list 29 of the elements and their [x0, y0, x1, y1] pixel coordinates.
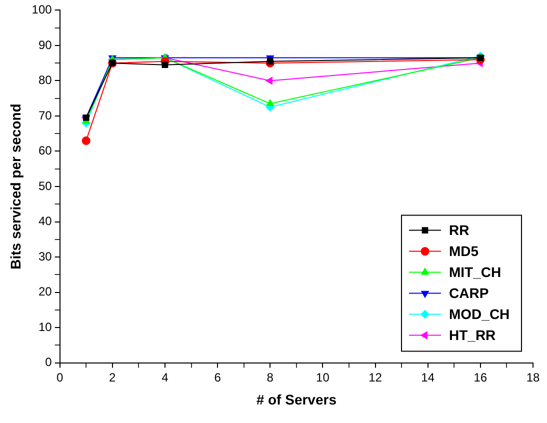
- y-tick-label: 50: [38, 178, 52, 193]
- y-axis-title: Bits serviced per second: [7, 104, 24, 270]
- x-tick-label: 12: [368, 370, 382, 384]
- x-tick-label: 10: [316, 370, 330, 384]
- y-tick-label: 30: [38, 249, 52, 264]
- x-tick-label: 2: [109, 370, 116, 384]
- legend-label: CARP: [449, 285, 489, 302]
- y-tick-label: 80: [38, 73, 52, 88]
- y-tick-label: 60: [38, 144, 52, 158]
- y-tick-label: 90: [38, 38, 52, 52]
- x-tick-label: 14: [421, 370, 435, 384]
- x-tick-label: 4: [162, 370, 169, 384]
- x-tick-label: 6: [214, 370, 222, 384]
- x-tick-label: 18: [526, 370, 540, 384]
- y-tick-label: 70: [38, 108, 52, 122]
- legend-label: RR: [449, 222, 470, 238]
- y-tick-label: 0: [45, 355, 52, 370]
- y-tick-label: 10: [38, 320, 52, 334]
- legend-label: HT_RR: [449, 327, 496, 344]
- y-tick-label: 20: [38, 284, 52, 299]
- x-axis-title: # of Servers: [256, 391, 337, 408]
- y-tick-label: 40: [38, 214, 52, 228]
- y-tick-label: 100: [32, 2, 52, 17]
- x-tick-label: 0: [56, 370, 64, 384]
- x-tick-label: 8: [266, 370, 274, 384]
- x-tick-label: 16: [474, 370, 488, 384]
- legend-label: MD5: [449, 243, 479, 260]
- legend-label: MIT_CH: [449, 264, 502, 280]
- legend-label: MOD_CH: [449, 306, 510, 322]
